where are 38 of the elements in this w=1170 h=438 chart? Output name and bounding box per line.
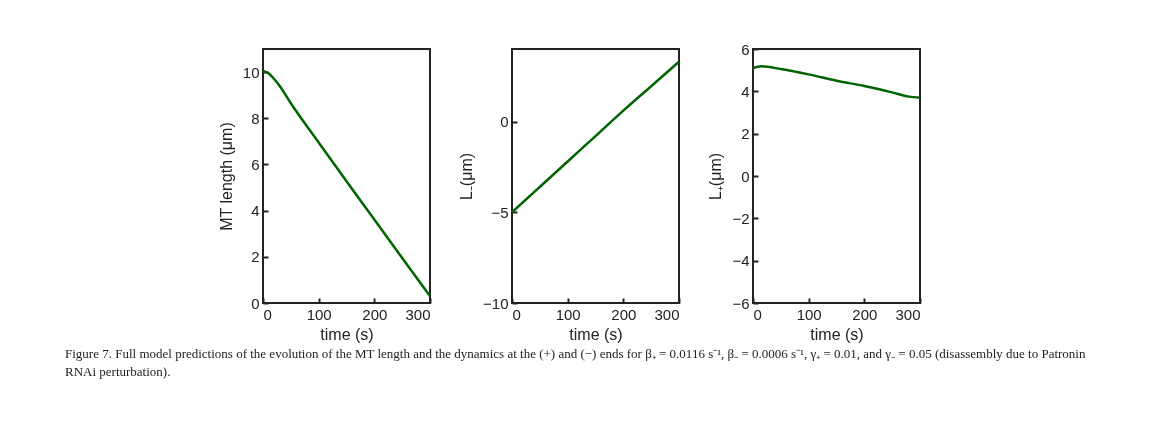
y-tick-label: −6 bbox=[732, 294, 750, 312]
line-series bbox=[261, 69, 432, 298]
y-tick-label: 4 bbox=[251, 202, 260, 220]
y-tick-label: 4 bbox=[741, 82, 750, 100]
y-tick-label: 2 bbox=[741, 125, 750, 143]
y-tick-label: −4 bbox=[732, 252, 750, 270]
x-tick-label: 300 bbox=[405, 305, 431, 323]
x-tick-label: 100 bbox=[306, 305, 332, 323]
y-axis-title: MT length (μm) bbox=[217, 122, 235, 231]
x-tick-label: 0 bbox=[263, 305, 272, 323]
y-axis-title: L₋(μm) bbox=[458, 152, 476, 201]
x-axis-title: time (s) bbox=[569, 325, 623, 343]
y-axis-title: L₊(μm) bbox=[707, 152, 725, 201]
line-series bbox=[510, 60, 681, 214]
y-tick-label: 8 bbox=[251, 109, 260, 127]
x-tick-label: 200 bbox=[611, 305, 637, 323]
y-tick-label: 0 bbox=[500, 113, 509, 131]
x-tick-label: 0 bbox=[753, 305, 762, 323]
x-tick-label: 100 bbox=[555, 305, 581, 323]
x-tick-label: 200 bbox=[362, 305, 388, 323]
y-tick-label: −5 bbox=[491, 203, 509, 221]
line-series bbox=[751, 65, 922, 99]
y-tick-label: 2 bbox=[251, 248, 260, 266]
x-tick-label: 100 bbox=[796, 305, 822, 323]
x-axis-title: time (s) bbox=[320, 325, 374, 343]
y-tick-label: 6 bbox=[741, 40, 750, 58]
y-tick-label: 0 bbox=[741, 167, 750, 185]
y-tick-label: 6 bbox=[251, 155, 260, 173]
y-tick-label: −2 bbox=[732, 209, 750, 227]
x-tick-label: 0 bbox=[512, 305, 521, 323]
x-axis-title: time (s) bbox=[810, 325, 864, 343]
y-tick-label: −10 bbox=[483, 294, 509, 312]
x-tick-label: 300 bbox=[895, 305, 921, 323]
caption: Figure 7. Full model predictions of the evolution of the MT length and the dynamics at the (+) and (−) ends for β₊ = 0.0116 s⁻¹, β₋ = 0.0006 s⁻¹, γ₊ = 0.01, and γ₋ = 0.05 (disassembly due to Patronin RNAi perturbation). bbox=[65, 345, 1087, 381]
y-tick-label: 0 bbox=[251, 294, 260, 312]
y-tick-label: 10 bbox=[242, 63, 260, 81]
x-tick-label: 200 bbox=[852, 305, 878, 323]
x-tick-label: 300 bbox=[654, 305, 680, 323]
